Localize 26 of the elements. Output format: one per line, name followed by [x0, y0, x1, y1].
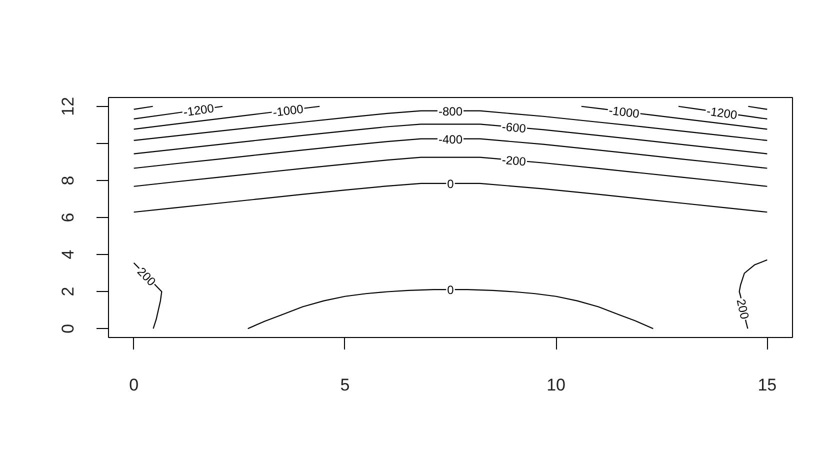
y-tick-label: 6 — [58, 212, 78, 222]
y-tick-label: 4 — [58, 250, 78, 260]
x-tick-label: 0 — [129, 376, 139, 394]
x-tick-label: 15 — [758, 376, 777, 394]
text: -200 — [501, 152, 527, 169]
y-tick-label: 12 — [58, 96, 78, 116]
line-series — [133, 262, 162, 330]
line-series — [738, 259, 768, 330]
line-series — [133, 124, 768, 154]
line-series — [133, 156, 768, 187]
text: -1000 — [272, 102, 304, 120]
x-tick-label: 5 — [340, 376, 350, 394]
x-tick-label: 10 — [546, 376, 566, 394]
y-tick-label: 0 — [58, 324, 78, 334]
text: -1000 — [608, 103, 640, 122]
series-label: 0 — [447, 283, 454, 298]
series-label: -800 — [438, 104, 463, 118]
y-tick-label: 8 — [58, 176, 78, 186]
text: 200 — [734, 298, 752, 321]
text: -600 — [501, 120, 527, 136]
series-label: -400 — [438, 132, 463, 146]
text: -1200 — [182, 101, 216, 120]
series-label: 0 — [447, 176, 454, 191]
y-tick-label: 2 — [58, 286, 78, 296]
text: -1200 — [706, 104, 738, 122]
text: 200 — [134, 264, 159, 289]
